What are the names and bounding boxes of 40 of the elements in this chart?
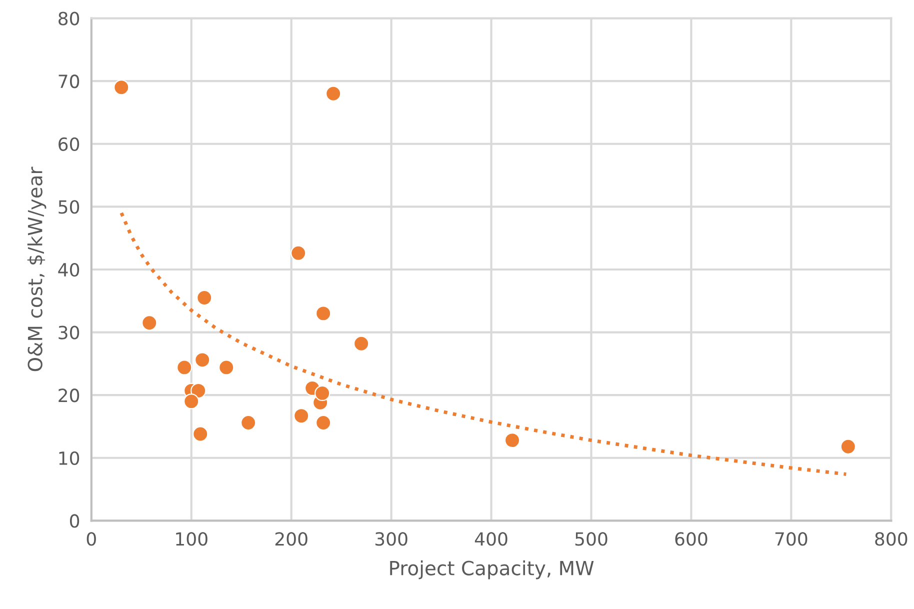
point [184, 394, 200, 410]
x-tick-label: 700 [775, 532, 808, 546]
x-tick-label: 800 [875, 532, 908, 546]
line-series [120, 211, 848, 476]
x-tick-label: 100 [176, 532, 208, 546]
y-tick-label: 50 [58, 200, 80, 214]
x-tick-label: 300 [375, 532, 408, 546]
point [504, 432, 520, 448]
point [314, 385, 330, 402]
point [194, 352, 210, 368]
point [293, 408, 310, 424]
x-tick-label: 500 [575, 532, 608, 546]
y-tick-label: 60 [58, 137, 80, 151]
point [353, 336, 370, 352]
y-tick-label: 80 [58, 12, 80, 26]
point [840, 438, 856, 454]
x-tick-label: 400 [474, 532, 508, 546]
point [190, 382, 206, 399]
point [325, 86, 342, 102]
y-axis-title: O&M cost, $/kW/year [27, 166, 46, 372]
y-tick-label: 40 [58, 262, 80, 277]
point [142, 315, 158, 331]
point [240, 414, 256, 431]
point [114, 80, 130, 96]
y-tick-label: 20 [58, 388, 80, 402]
point [192, 426, 208, 442]
x-tick-label: 200 [275, 532, 308, 546]
point [315, 414, 332, 431]
y-tick-label: 70 [58, 74, 80, 88]
y-tick-label: 10 [59, 451, 80, 466]
y-tick-label: 30 [58, 326, 80, 340]
point [176, 360, 192, 376]
x-tick-label: 600 [675, 532, 708, 546]
x-tick-label: 0 [86, 532, 96, 546]
x-axis-title: Project Capacity, MW [390, 560, 594, 580]
y-tick-label: 0 [70, 514, 80, 528]
point [218, 360, 234, 376]
point [290, 245, 306, 261]
point [315, 306, 332, 322]
point [196, 290, 212, 306]
